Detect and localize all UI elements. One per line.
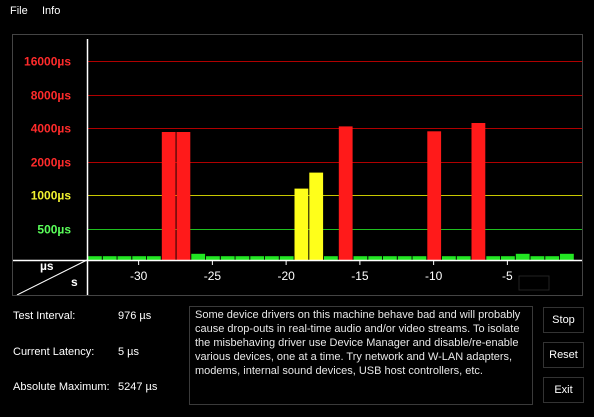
bar-12 — [265, 256, 279, 260]
bar-4 — [147, 256, 161, 260]
bar-7 — [191, 253, 206, 260]
x-tick-label: -10 — [425, 269, 443, 283]
bar-16 — [324, 256, 338, 260]
y-tick-label: 500µs — [37, 223, 71, 237]
bar-23 — [427, 131, 442, 260]
menu-file[interactable]: File — [10, 5, 28, 17]
bar-15 — [309, 172, 324, 260]
bar-11 — [250, 256, 265, 260]
x-tick-label: -15 — [351, 269, 369, 283]
x-tick-label: -5 — [502, 269, 513, 283]
x-tick-label: -25 — [204, 269, 222, 283]
bar-24 — [442, 256, 456, 260]
reset-button[interactable]: Reset — [543, 342, 584, 368]
bar-29 — [515, 253, 530, 260]
bar-8 — [206, 256, 220, 260]
bar-17 — [338, 126, 353, 261]
bar-20 — [383, 256, 397, 260]
bar-26 — [471, 123, 486, 260]
bar-19 — [368, 256, 383, 260]
bar-27 — [486, 256, 501, 260]
bar-30 — [530, 256, 545, 260]
bar-14 — [294, 188, 309, 260]
test-interval-value: 976 µs — [118, 310, 152, 322]
bar-31 — [545, 256, 560, 260]
y-tick-label: 4000µs — [31, 122, 72, 136]
absolute-maximum-label: Absolute Maximum: — [13, 381, 110, 393]
exit-button[interactable]: Exit — [543, 377, 584, 403]
bar-0 — [88, 256, 102, 260]
x-tick-label: -30 — [130, 269, 148, 283]
bar-2 — [117, 256, 132, 260]
y-tick-label: 2000µs — [31, 156, 72, 170]
menu-info[interactable]: Info — [42, 5, 61, 17]
corner-diagonal — [16, 259, 88, 295]
bar-25 — [456, 256, 471, 260]
x-tick-label: -20 — [277, 269, 295, 283]
y-tick-label: 16000µs — [24, 55, 71, 69]
latency-chart-svg: 16000µs 8000µs 4000µs 2000µs 1000µs 500µs -30 -… — [13, 39, 582, 295]
bar-6 — [176, 132, 191, 260]
bar-9 — [220, 256, 235, 260]
bar-32 — [560, 253, 574, 260]
y-tick-label: 1000µs — [31, 189, 72, 203]
y-tick-label: 8000µs — [31, 89, 72, 103]
test-interval-label: Test Interval: — [13, 310, 76, 322]
bar-13 — [279, 256, 294, 260]
bar-18 — [353, 256, 368, 260]
resize-grip — [518, 275, 550, 291]
menu-bar: File Info — [0, 0, 594, 22]
bar-3 — [132, 256, 147, 260]
bar-21 — [397, 256, 412, 260]
driver-message: Some device drivers on this machine beha… — [189, 306, 533, 405]
x-unit-label: s — [71, 275, 78, 289]
stop-button[interactable]: Stop — [543, 307, 584, 333]
y-unit-label: µs — [40, 259, 54, 273]
bar-22 — [412, 256, 427, 260]
bar-10 — [235, 256, 250, 260]
bar-1 — [102, 256, 117, 260]
current-latency-value: 5 µs — [118, 346, 140, 358]
latency-chart: 16000µs 8000µs 4000µs 2000µs 1000µs 500µs -30 -… — [12, 34, 583, 296]
current-latency-label: Current Latency: — [13, 346, 95, 358]
absolute-maximum-value: 5247 µs — [118, 381, 158, 393]
bar-28 — [501, 256, 515, 260]
bar-5 — [161, 132, 176, 260]
